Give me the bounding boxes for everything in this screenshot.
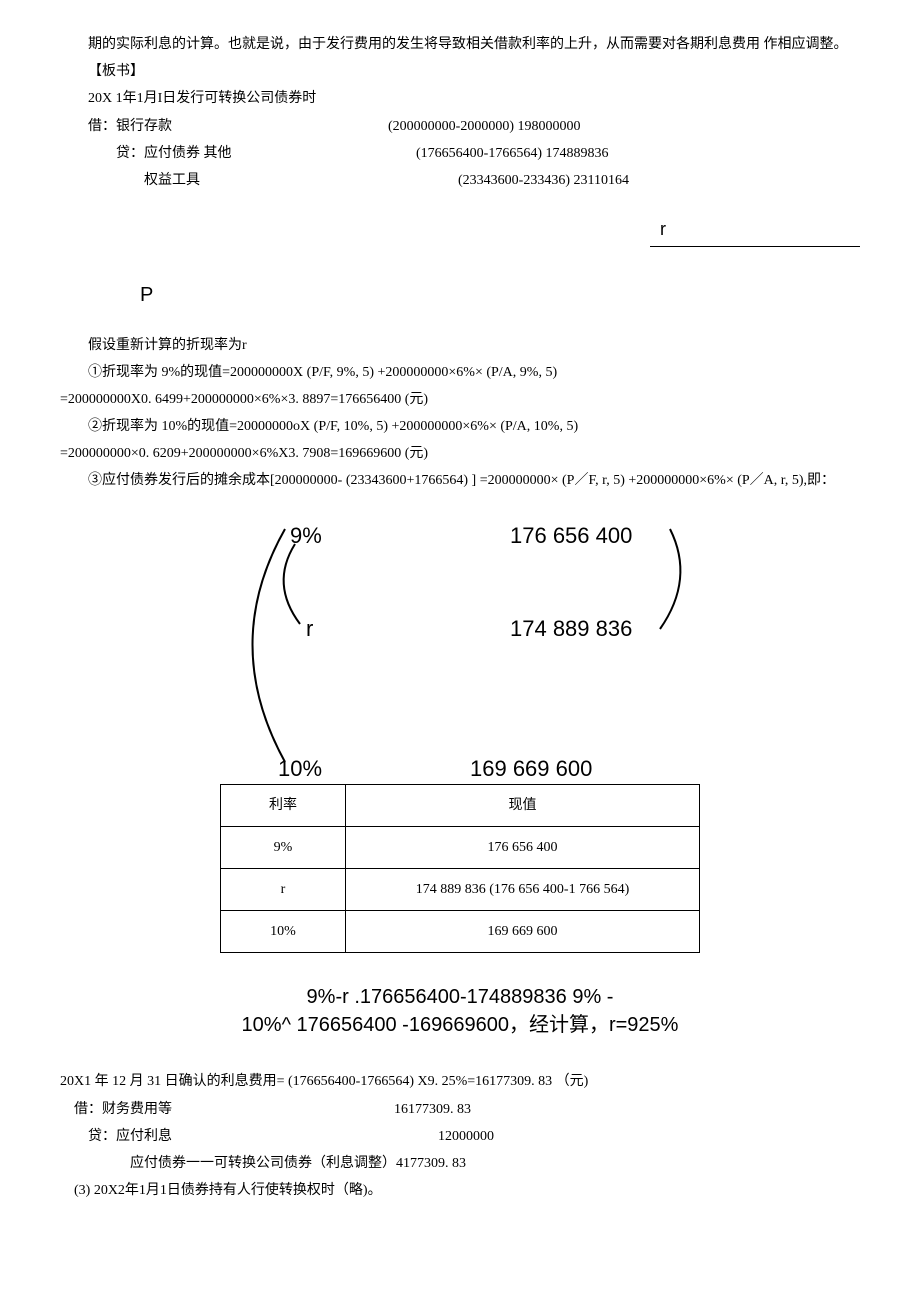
table-cell-rate: 9% <box>221 826 346 868</box>
table-row: r 174 889 836 (176 656 400-1 766 564) <box>221 869 700 911</box>
entry-label: 借：银行存款 <box>60 114 388 139</box>
calc-line-4: ②折现率为 10%的现值=20000000oX (P/F, 10%, 5) +2… <box>60 414 860 439</box>
table-header-rate: 利率 <box>221 784 346 826</box>
calc-line-5: =200000000×0. 6209+200000000×6%X3. 7908=… <box>60 441 860 466</box>
entry-value: 16177309. 83 <box>394 1097 471 1122</box>
entry-value: 12000000 <box>438 1124 494 1149</box>
entry-label: 贷：应付利息 <box>60 1124 408 1149</box>
r-label: r <box>650 213 860 246</box>
table-cell-pv: 174 889 836 (176 656 400-1 766 564) <box>346 869 700 911</box>
table-row: 10% 169 669 600 <box>221 911 700 953</box>
entry-label: 贷：应付债券 其他 <box>60 141 416 166</box>
entry-value: (23343600-233436) 23110164 <box>458 168 629 193</box>
formula-line-3: ，经计算，r=925% <box>509 1014 679 1036</box>
entry-label: 权益工具 <box>60 168 444 193</box>
sec2-line-3: 应付债券一一可转换公司债券（利息调整）4177309. 83 <box>60 1151 860 1176</box>
calc-line-2: ①折现率为 9%的现值=200000000X (P/F, 9%, 5) +200… <box>60 360 860 385</box>
journal-entry-row: 权益工具 (23343600-233436) 23110164 <box>60 168 860 193</box>
interpolation-diagram: 9% r 10% 176 656 400 174 889 836 169 669… <box>180 514 740 774</box>
diagram-9pct: 9% <box>290 516 322 556</box>
calc-line-6: ③应付债券发行后的摊余成本[200000000- (23343600+17665… <box>60 468 860 493</box>
pv-table: 利率 现值 9% 176 656 400 r 174 889 836 (176 … <box>220 784 700 954</box>
table-cell-rate: r <box>221 869 346 911</box>
calc-line-1: 假设重新计算的折现率为r <box>60 333 860 358</box>
entry-label: 借：财务费用等 <box>60 1097 394 1122</box>
r-underline-row: r <box>60 213 860 246</box>
section-2: 20X1 年 12 月 31 日确认的利息费用= (176656400-1766… <box>60 1069 860 1203</box>
sec2-line-1: 20X1 年 12 月 31 日确认的利息费用= (176656400-1766… <box>60 1069 860 1094</box>
diagram-svg <box>180 514 740 774</box>
diagram-r: r <box>306 609 313 649</box>
diagram-pv9: 176 656 400 <box>510 516 632 556</box>
diagram-10pct: 10% <box>278 749 322 789</box>
table-row: 9% 176 656 400 <box>221 826 700 868</box>
table-header-pv: 现值 <box>346 784 700 826</box>
journal-entry-row: 借：银行存款 (200000000-2000000) 198000000 <box>60 114 860 139</box>
entry-value: (176656400-1766564) 174889836 <box>416 141 609 166</box>
diagram-pvr: 174 889 836 <box>510 609 632 649</box>
journal-entry-row: 借：财务费用等 16177309. 83 <box>60 1097 860 1122</box>
table-cell-rate: 10% <box>221 911 346 953</box>
table-header-row: 利率 现值 <box>221 784 700 826</box>
diagram-pv10: 169 669 600 <box>470 749 592 789</box>
intro-paragraph-1: 期的实际利息的计算。也就是说，由于发行费用的发生将导致相关借款利率的上升，从而需… <box>60 32 860 57</box>
intro-paragraph-3: 20X 1年1月I日发行可转换公司债券时 <box>60 86 860 111</box>
table-cell-pv: 176 656 400 <box>346 826 700 868</box>
entry-value: (200000000-2000000) 198000000 <box>388 114 581 139</box>
calc-line-3: =200000000X0. 6499+200000000×6%×3. 8897=… <box>60 387 860 412</box>
formula-line-2: 10%^ 176656400 -169669600 <box>242 1014 509 1036</box>
intro-paragraph-2: 【板书】 <box>60 59 860 84</box>
journal-entry-row: 贷：应付利息 12000000 <box>60 1124 860 1149</box>
p-label: P <box>140 277 860 313</box>
journal-entry-row: 贷：应付债券 其他 (176656400-1766564) 174889836 <box>60 141 860 166</box>
formula-block: 9%-r .176656400-174889836 9% - 10%^ 1766… <box>60 983 860 1039</box>
table-cell-pv: 169 669 600 <box>346 911 700 953</box>
formula-line-1: 9%-r .176656400-174889836 9% - <box>307 986 614 1008</box>
sec2-line-4: (3) 20X2年1月1日债券持有人行使转换权时（略)。 <box>60 1178 860 1203</box>
